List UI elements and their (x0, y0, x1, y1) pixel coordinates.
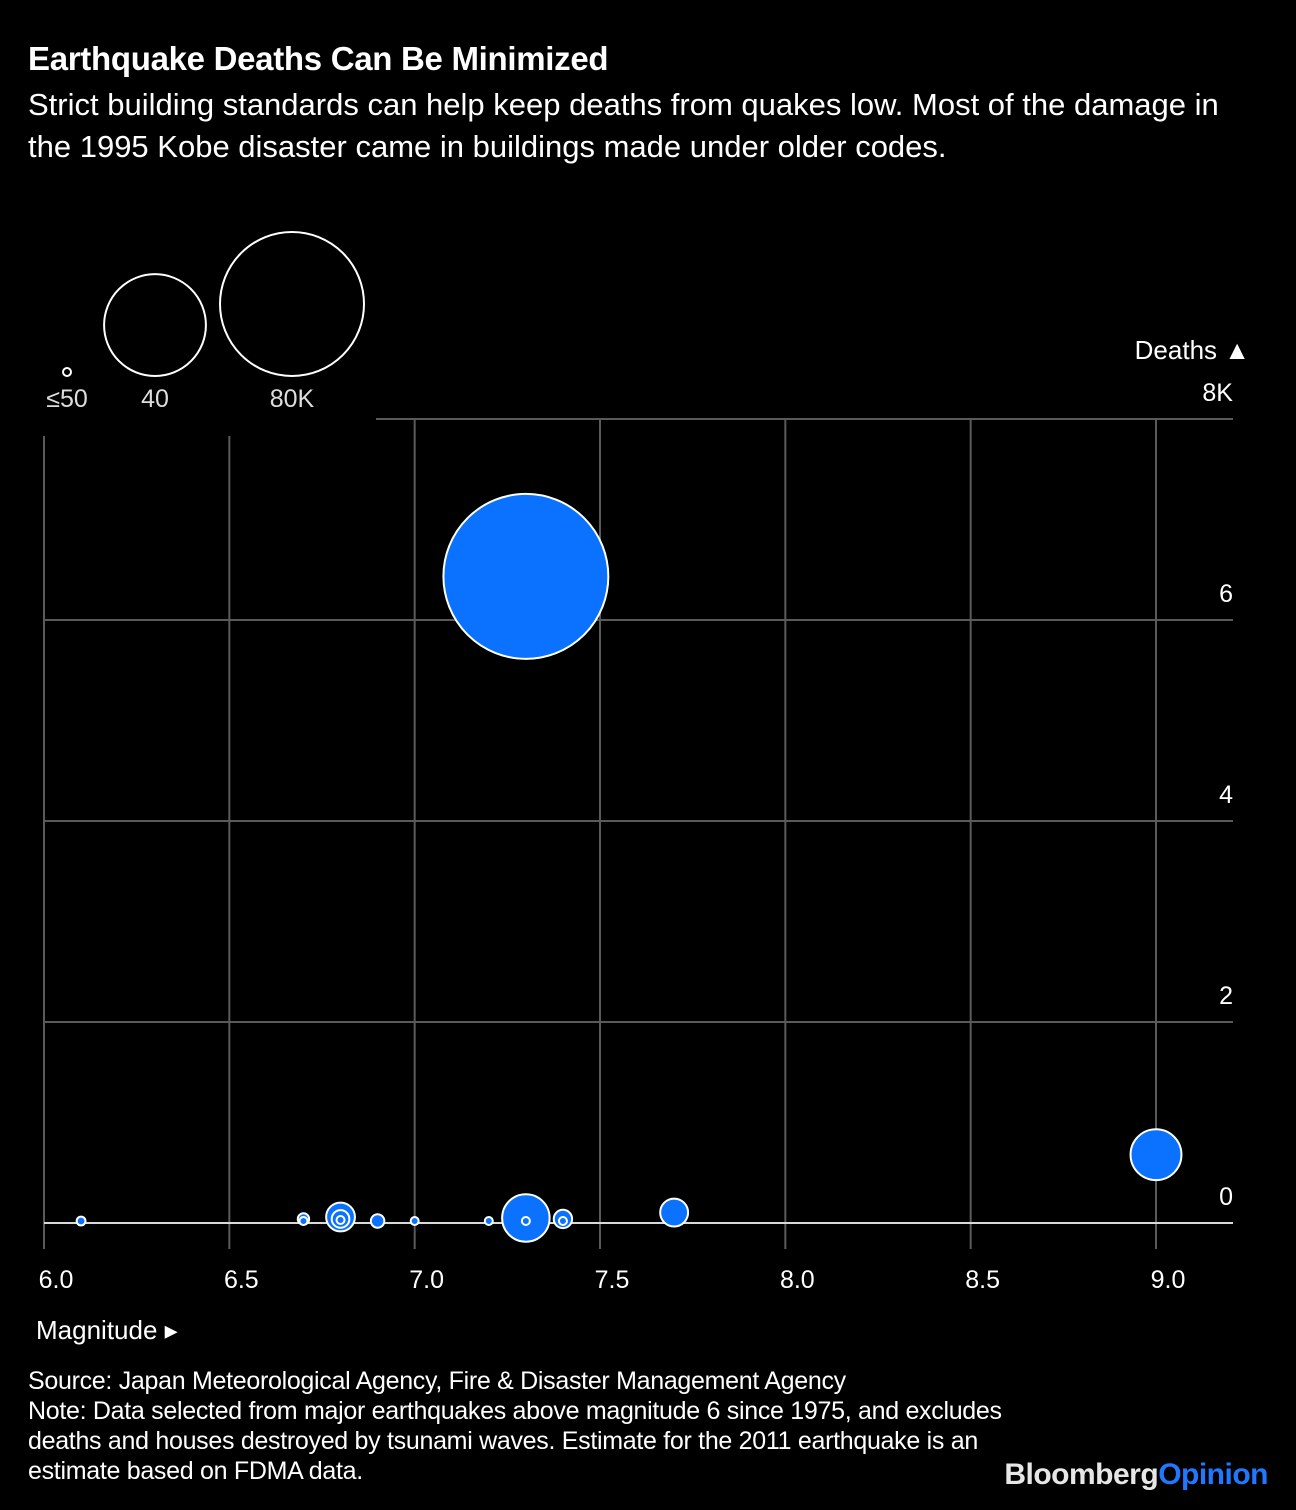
x-tick-label: 6.5 (224, 1266, 259, 1294)
brand-bloomberg: Bloomberg (1004, 1458, 1159, 1491)
x-tick-label: 9.0 (1151, 1266, 1186, 1294)
bubble-point (442, 492, 610, 660)
source-note: Source: Japan Meteorological Agency, Fir… (28, 1367, 846, 1395)
chart-subtitle: Strict building standards can help keep … (28, 87, 1219, 164)
brand-opinion: Opinion (1158, 1458, 1268, 1491)
bubble-point (409, 1216, 420, 1226)
bubble-point (557, 1216, 568, 1226)
chart-title: Earthquake Deaths Can Be Minimized (28, 40, 609, 77)
x-tick-label: 7.5 (595, 1266, 630, 1294)
bubble-point (520, 1216, 531, 1226)
legend-label: 80K (270, 385, 315, 413)
y-tick-label: 6 (1219, 580, 1233, 608)
x-tick-label: 6.0 (39, 1266, 74, 1294)
brand-logo: BloombergOpinion (1004, 1458, 1268, 1492)
legend-circle (219, 231, 365, 377)
x-tick-label: 8.0 (780, 1266, 815, 1294)
legend-label: ≤50 (46, 385, 88, 413)
bubble-point (369, 1213, 386, 1229)
grid (43, 418, 1233, 1249)
bubble-point (335, 1214, 346, 1225)
bubble-point (659, 1197, 690, 1228)
y-tick-label: 0 (1219, 1183, 1233, 1211)
legend-label: 40 (141, 385, 169, 413)
bubble-point (75, 1215, 87, 1227)
footer: Source: Japan Meteorological Agency, Fir… (28, 1366, 1008, 1486)
bubble-point (483, 1215, 494, 1226)
y-tick-label: 2 (1219, 982, 1233, 1010)
bubble-point (1129, 1128, 1183, 1182)
bubble-point (298, 1216, 309, 1226)
y-tick-label: 8K (1202, 379, 1233, 407)
legend-circle (103, 273, 207, 378)
x-tick-label: 8.5 (965, 1266, 1000, 1294)
y-tick-label: 4 (1219, 781, 1233, 809)
data-note: Note: Data selected from major earthquak… (28, 1397, 1002, 1485)
x-axis-title: Magnitude ▸ (36, 1315, 178, 1345)
y-axis-title: Deaths ▲ (1135, 335, 1250, 365)
axis-labels: 0 2 4 6 8K 6.0 6.5 7.0 7.5 8.0 8.5 9.0 Deaths ▲ Magni… (36, 335, 1250, 1345)
size-legend: ≤50 40 80K (46, 231, 365, 413)
legend-circle (62, 367, 72, 377)
bubbles (75, 492, 1183, 1243)
x-tick-label: 7.0 (409, 1266, 444, 1294)
